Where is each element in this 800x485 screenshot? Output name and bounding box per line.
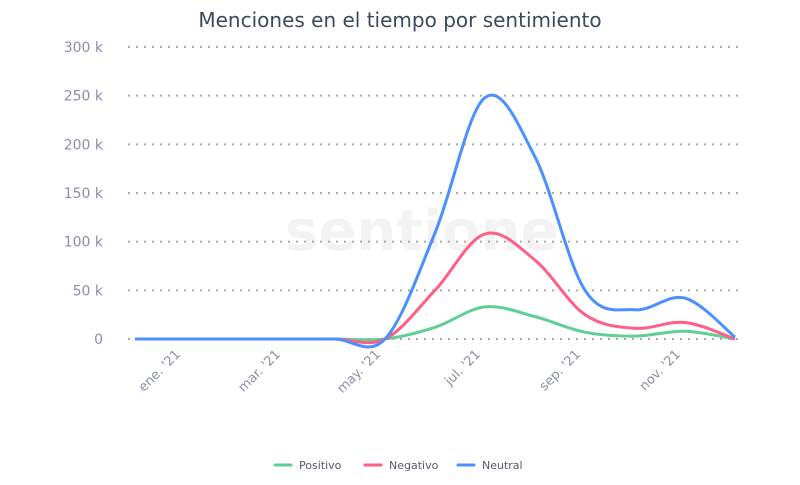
x-tick-label: jul. '21 — [442, 347, 484, 389]
y-tick-label: 150 k — [64, 186, 104, 202]
y-tick-label: 250 k — [64, 89, 104, 105]
y-tick-label: 200 k — [64, 137, 104, 153]
legend-item-neutral[interactable]: Neutral — [456, 459, 523, 472]
y-tick-label: 50 k — [73, 283, 104, 299]
y-tick-label: 300 k — [64, 40, 104, 56]
x-tick-label: may. '21 — [334, 347, 383, 396]
x-tick-label: nov. '21 — [637, 347, 684, 394]
chart-title: Menciones en el tiempo por sentimiento — [198, 8, 601, 32]
legend-label: Neutral — [482, 459, 523, 472]
legend-item-negativo[interactable]: Negativo — [363, 459, 439, 472]
x-tick-label: sep. '21 — [537, 347, 584, 394]
x-tick-label: ene. '21 — [136, 347, 184, 395]
y-tick-label: 100 k — [64, 235, 104, 251]
series-line-positivo — [135, 305, 736, 342]
legend-item-positivo[interactable]: Positivo — [273, 459, 342, 472]
x-tick-label: mar. '21 — [236, 347, 284, 395]
y-tick-label: 0 — [94, 332, 103, 348]
watermark: sentione — [285, 199, 558, 264]
legend-label: Positivo — [299, 459, 342, 472]
legend-label: Negativo — [389, 459, 439, 472]
series-line-neutral — [135, 93, 736, 349]
